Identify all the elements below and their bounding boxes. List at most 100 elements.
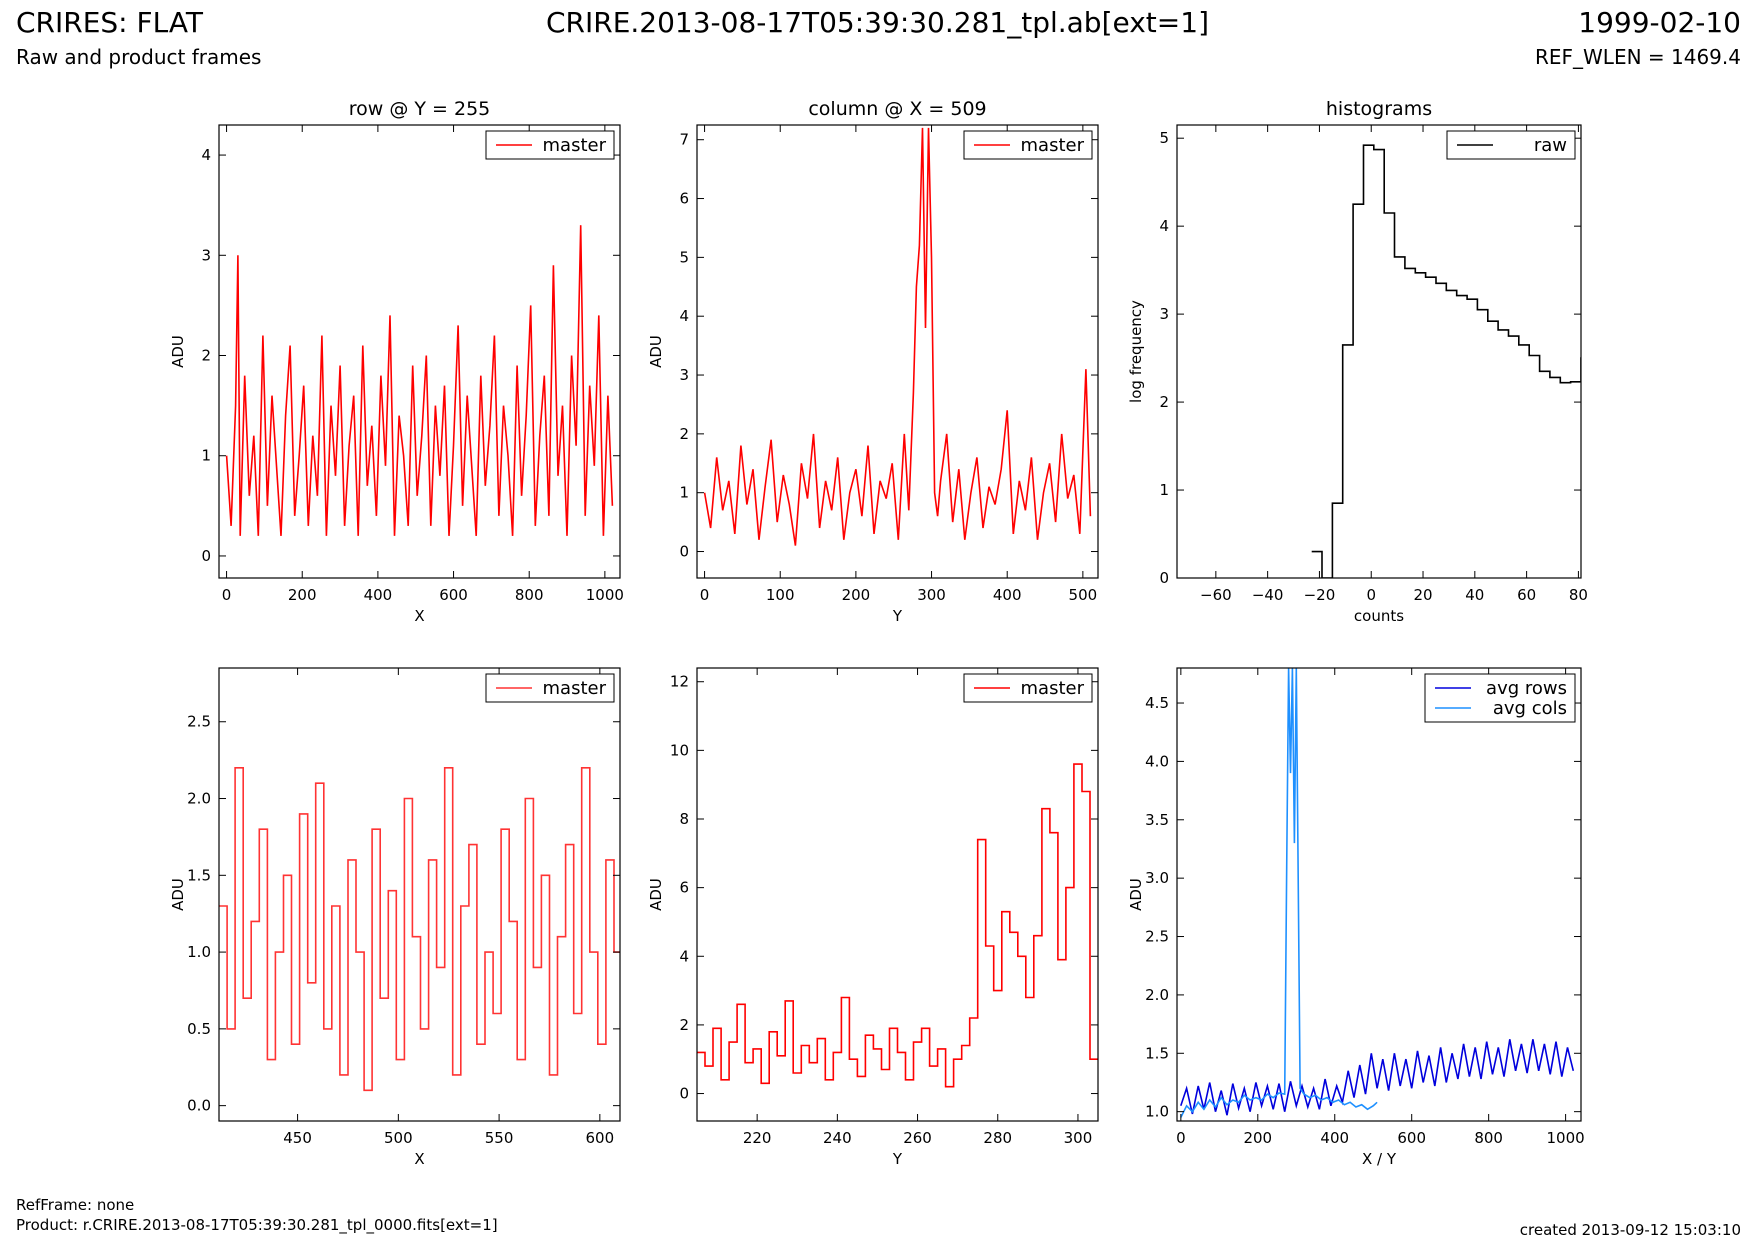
ytick-label: 1.0	[187, 943, 211, 961]
xtick-label: 800	[515, 586, 544, 604]
axes-frame-column_zoom	[696, 667, 1099, 1122]
xtick-label: 500	[1069, 586, 1098, 604]
ytick-label: 0	[201, 547, 211, 565]
xtick-label: −60	[1200, 586, 1232, 604]
series-histograms-0	[1311, 144, 1581, 578]
xtick-label: 0	[1366, 586, 1376, 604]
ref-frame-note: RefFrame: none	[16, 1196, 135, 1214]
xtick-label: 300	[917, 586, 946, 604]
chart-title-column: column @ X = 509	[808, 98, 986, 120]
ytick-label: 12	[670, 673, 689, 691]
legend-label: avg cols	[1493, 698, 1567, 719]
xtick-label: 300	[1064, 1129, 1093, 1147]
ylabel-row: ADU	[169, 335, 187, 368]
series-column_zoom-0	[697, 763, 1098, 1088]
axes-frame-averages	[1176, 667, 1582, 1122]
xtick-label: 60	[1517, 586, 1536, 604]
ytick-label: 1	[1159, 481, 1169, 499]
product-note: Product: r.CRIRE.2013-08-17T05:39:30.281…	[16, 1216, 498, 1234]
ytick-label: 7	[679, 131, 689, 149]
ytick-label: 1	[201, 447, 211, 465]
ylabel-column_zoom: ADU	[647, 878, 665, 911]
xtick-label: 600	[1397, 1129, 1426, 1147]
xtick-label: 600	[586, 1129, 615, 1147]
ytick-label: 6	[679, 190, 689, 208]
ytick-label: 1.5	[1145, 1044, 1169, 1062]
xlabel-column_zoom: Y	[892, 1150, 903, 1168]
chart-column_zoom: 220 240 260 280 300 0 2 4 6 8 10 12 Y ADU master	[647, 667, 1099, 1168]
series-column-0	[703, 127, 1092, 546]
ylabel-column: ADU	[647, 335, 665, 368]
xtick-label: 200	[842, 586, 871, 604]
ytick-label: 4.5	[1145, 694, 1169, 712]
xtick-label: 80	[1569, 586, 1588, 604]
chart-averages: 0 200 400 600 800 1000 1.0 1.5 2.0 2.5 3.0 3.5 4.0 4.…	[1127, 667, 1585, 1168]
xtick-label: 550	[485, 1129, 514, 1147]
ytick-label: 6	[679, 879, 689, 897]
chart-column: 0 100 200 300 400 500 0 1 2 3 4 5 6 7 column @ X = 509…	[647, 98, 1099, 625]
report-subtitle: Raw and product frames	[16, 45, 262, 69]
xlabel-row: X	[414, 607, 424, 625]
xtick-label: 0	[1176, 1129, 1186, 1147]
ytick-label: 1.0	[1145, 1103, 1169, 1121]
xtick-label: 20	[1413, 586, 1432, 604]
ytick-label: 3	[1159, 305, 1169, 323]
ref-wlen: REF_WLEN = 1469.4	[1534, 45, 1741, 69]
axes-frame-row	[218, 124, 621, 579]
legend-label: avg rows	[1486, 678, 1567, 699]
xtick-label: 600	[439, 586, 468, 604]
ytick-label: 2	[679, 1016, 689, 1034]
series-averages-1	[1180, 668, 1378, 1118]
xlabel-averages: X / Y	[1362, 1150, 1397, 1168]
xtick-label: 450	[283, 1129, 312, 1147]
ytick-label: 2	[201, 347, 211, 365]
axes-frame-column	[696, 124, 1099, 579]
xtick-label: 1000	[1547, 1129, 1585, 1147]
ytick-label: 3.5	[1145, 811, 1169, 829]
ytick-label: 3	[201, 246, 211, 264]
ylabel-histograms: log frequency	[1127, 300, 1145, 403]
legend-label: master	[543, 678, 607, 699]
xtick-label: −20	[1304, 586, 1336, 604]
ytick-label: 2	[679, 425, 689, 443]
ytick-label: 4	[679, 947, 689, 965]
xlabel-histograms: counts	[1354, 607, 1404, 625]
xtick-label: 800	[1474, 1129, 1503, 1147]
ytick-label: 5	[679, 248, 689, 266]
chart-row: 0 200 400 600 800 1000 0 1 2 3 4 row @ Y = 255 X ADU m…	[169, 98, 624, 625]
ytick-label: 1.5	[187, 866, 211, 884]
chart-title-row: row @ Y = 255	[349, 98, 491, 120]
xlabel-row_zoom: X	[414, 1150, 424, 1168]
ytick-label: 3	[679, 366, 689, 384]
xtick-label: 0	[222, 586, 232, 604]
ytick-label: 5	[1159, 129, 1169, 147]
ytick-label: 2.5	[187, 713, 211, 731]
xtick-label: 240	[823, 1129, 852, 1147]
legend-label: master	[1021, 678, 1085, 699]
series-row-0	[225, 225, 614, 536]
ytick-label: 3.0	[1145, 869, 1169, 887]
legend-label: master	[543, 135, 607, 156]
xtick-label: 260	[903, 1129, 932, 1147]
ytick-label: 2.0	[1145, 986, 1169, 1004]
xtick-label: 0	[700, 586, 710, 604]
xlabel-column: Y	[892, 607, 903, 625]
ytick-label: 2	[1159, 393, 1169, 411]
ytick-label: 0	[679, 1085, 689, 1103]
ytick-label: 4	[201, 146, 211, 164]
ylabel-row_zoom: ADU	[169, 878, 187, 911]
xtick-label: 400	[993, 586, 1022, 604]
ytick-label: 1	[679, 484, 689, 502]
series-row_zoom-0	[219, 767, 620, 1092]
xtick-label: 500	[384, 1129, 413, 1147]
xtick-label: 280	[983, 1129, 1012, 1147]
ytick-label: 4	[1159, 217, 1169, 235]
xtick-label: 220	[743, 1129, 772, 1147]
file-label: CRIRE.2013-08-17T05:39:30.281_tpl.ab[ext…	[545, 6, 1209, 39]
ytick-label: 0	[679, 543, 689, 561]
observation-date: 1999-02-10	[1578, 6, 1741, 39]
legend-box-averages	[1424, 673, 1576, 723]
report-title: CRIRES: FLAT	[16, 6, 203, 39]
ytick-label: 4	[679, 307, 689, 325]
